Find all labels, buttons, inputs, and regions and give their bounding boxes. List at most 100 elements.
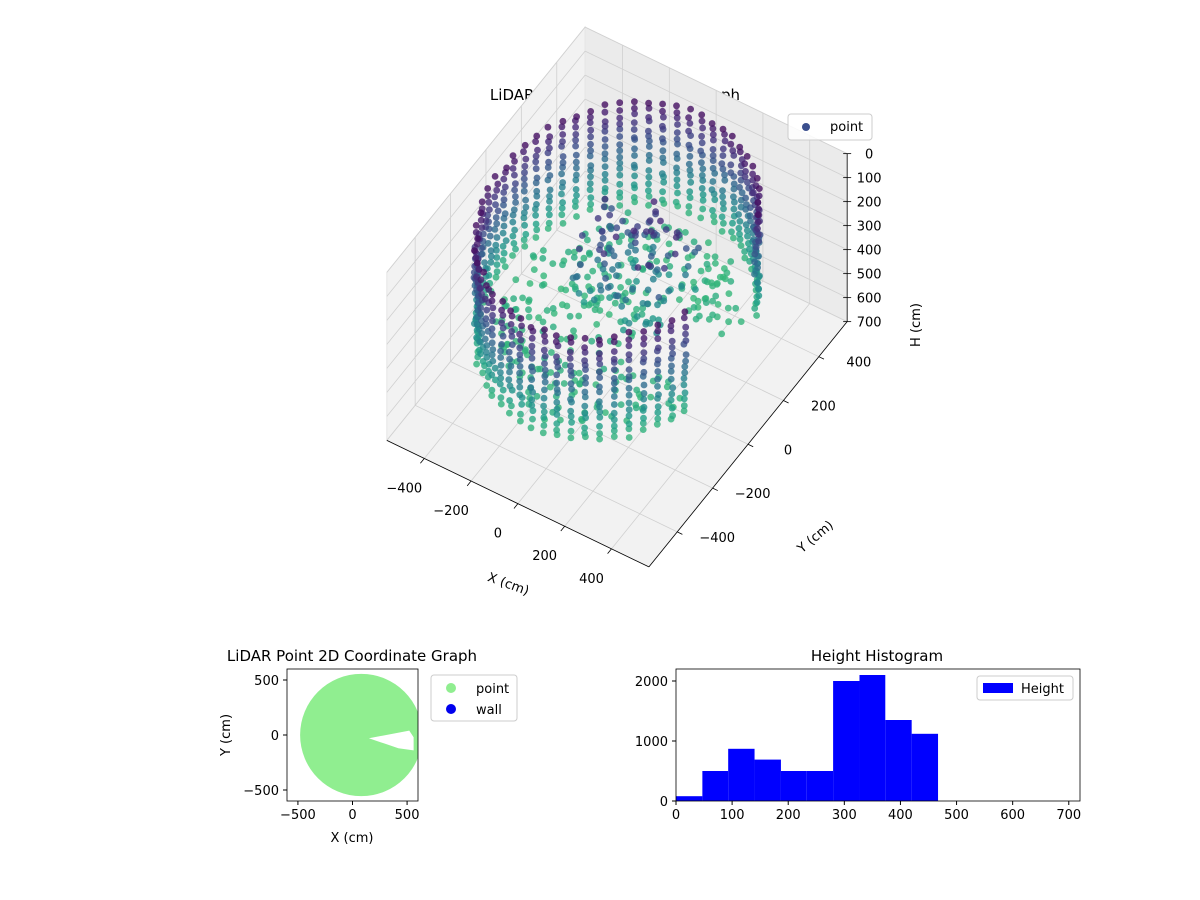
point-3d	[578, 232, 586, 239]
point-3d	[645, 104, 653, 112]
point-3d	[517, 336, 525, 344]
point-3d	[489, 304, 497, 312]
point-3d	[725, 290, 733, 297]
point-3d	[669, 412, 676, 420]
point-3d	[521, 243, 529, 250]
point-3d	[728, 228, 735, 236]
point-3d	[590, 296, 598, 304]
point-3d	[508, 341, 516, 348]
point-3d	[659, 196, 666, 204]
point-3d	[559, 131, 567, 138]
point-3d	[559, 179, 567, 186]
point-3d	[665, 271, 673, 279]
point-3d	[741, 173, 749, 181]
grid-z-back	[584, 170, 848, 299]
y-tick-label: 0	[784, 443, 792, 458]
point-3d	[624, 209, 632, 217]
point-3d	[625, 278, 632, 286]
point-3d	[649, 315, 657, 322]
point-3d	[512, 276, 520, 284]
point-3d	[640, 403, 648, 411]
point-3d	[493, 220, 501, 228]
point-3d	[645, 193, 653, 200]
point-3d	[682, 330, 689, 338]
chart-3d-ylabel: Y (cm)	[794, 518, 837, 557]
point-3d	[586, 186, 594, 194]
point-3d	[698, 111, 706, 119]
point-3d	[645, 202, 652, 209]
point-3d	[616, 180, 624, 188]
point-3d	[601, 127, 609, 135]
point-3d	[596, 435, 603, 443]
z-tick-label: 200	[857, 196, 882, 211]
point-3d	[477, 216, 485, 224]
point-3d	[640, 340, 647, 348]
point-3d	[483, 382, 491, 389]
point-3d	[544, 123, 552, 131]
point-3d	[654, 356, 662, 364]
point-3d	[587, 126, 595, 134]
point-3d	[540, 247, 547, 254]
point-3d	[516, 377, 524, 385]
point-3d	[484, 240, 492, 247]
point-3d	[489, 317, 496, 325]
point-3d	[572, 123, 579, 131]
point-3d	[541, 372, 549, 380]
chart-3d-legend-label: point	[830, 120, 863, 135]
x-tick-label: −200	[433, 504, 469, 519]
point-3d	[697, 147, 705, 155]
point-3d	[596, 403, 603, 410]
point-3d	[602, 409, 609, 416]
point-3d	[521, 181, 528, 189]
point-3d	[596, 422, 603, 430]
point-3d	[680, 395, 688, 403]
point-3d	[546, 383, 554, 391]
point-3d	[644, 286, 652, 294]
point-3d	[493, 186, 501, 194]
point-3d	[630, 134, 638, 142]
point-3d	[509, 165, 517, 172]
point-3d	[572, 197, 579, 205]
point-3d	[472, 222, 480, 229]
chart-hist-title: Height Histogram	[811, 647, 943, 665]
point-3d	[709, 125, 717, 132]
point-3d	[544, 225, 552, 232]
point-3d	[685, 203, 693, 210]
point-3d	[599, 265, 607, 273]
point-3d	[705, 239, 712, 247]
point-3d	[741, 254, 749, 262]
point-3d	[481, 295, 489, 303]
point-3d	[483, 306, 491, 314]
point-3d	[708, 120, 716, 127]
z-tick-label: 0	[865, 148, 873, 163]
chart-2d-legend-wall-label: wall	[476, 703, 502, 718]
point-3d	[601, 185, 609, 192]
point-3d	[507, 362, 515, 370]
point-3d	[647, 227, 655, 235]
point-3d	[709, 131, 717, 139]
point-3d	[500, 222, 508, 230]
point-3d	[630, 119, 638, 126]
point-3d	[680, 375, 688, 382]
point-3d	[610, 375, 618, 382]
point-3d	[631, 172, 638, 180]
grid-z-back	[584, 146, 848, 275]
point-3d	[488, 351, 496, 359]
point-3d	[625, 356, 633, 364]
point-3d	[601, 170, 609, 178]
point-3d	[631, 105, 638, 112]
point-3d	[499, 242, 507, 250]
point-3d	[587, 162, 595, 170]
point-3d	[532, 165, 540, 173]
point-3d	[581, 388, 589, 396]
point-3d	[640, 395, 648, 403]
point-3d	[493, 261, 501, 268]
point-3d	[488, 392, 496, 399]
point-3d	[645, 261, 652, 269]
point-3d	[488, 386, 496, 394]
point-3d	[650, 198, 658, 206]
point-3d	[572, 203, 579, 210]
point-3d	[610, 366, 618, 373]
point-3d	[512, 199, 519, 206]
histogram-bar	[702, 771, 729, 801]
